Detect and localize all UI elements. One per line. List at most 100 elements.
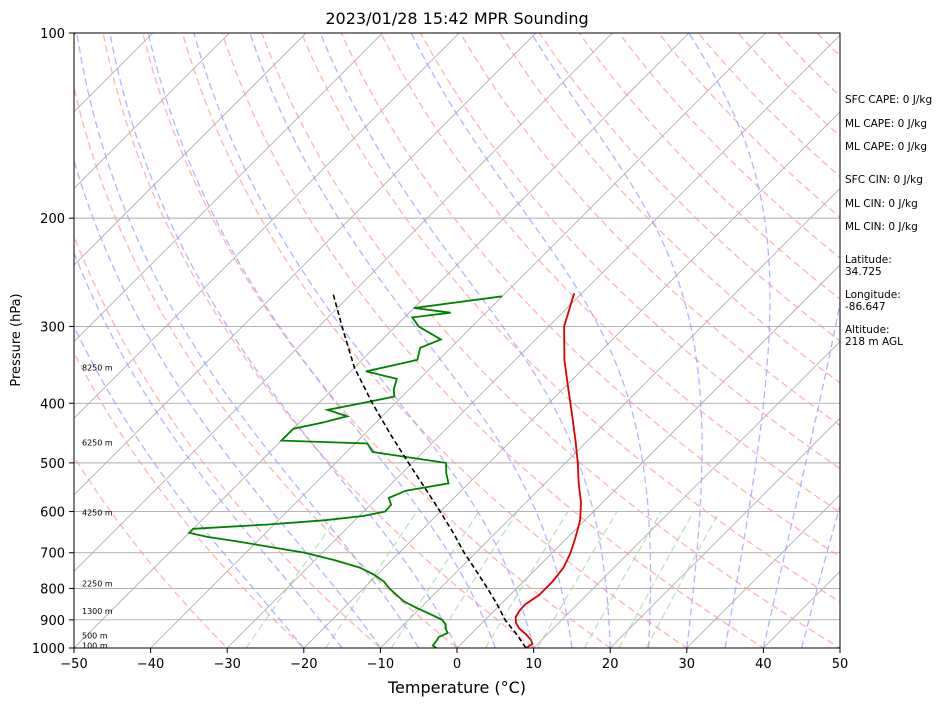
height-label: 6250 m — [82, 438, 113, 447]
x-tick-label: 40 — [755, 657, 772, 672]
isotherm-line — [74, 33, 460, 419]
mixing-ratio-line — [618, 511, 695, 648]
moist-adiabat-line — [319, 33, 611, 648]
height-label: 4250 m — [82, 508, 113, 517]
x-tick-label: −40 — [137, 657, 164, 672]
temperature-profile — [514, 293, 582, 648]
ml-cape-text: ML CAPE: 0 J/kg — [845, 118, 928, 130]
y-tick-label: 400 — [40, 397, 65, 412]
ml-cape-text-2: ML CAPE: 0 J/kg — [845, 141, 928, 153]
moist-adiabat-line — [193, 33, 535, 648]
altitude-text: Altitude: 218 m AGL — [845, 324, 903, 348]
y-tick-label: 1000 — [32, 642, 65, 657]
dry-adiabat-line — [142, 33, 612, 648]
dry-adiabat-line — [102, 33, 535, 648]
moist-adiabat-line — [801, 503, 840, 648]
sfc-cape-text: SFC CAPE: 0 J/kg — [845, 94, 933, 106]
mixing-ratio-line — [390, 511, 480, 648]
dry-adiabat-line — [300, 33, 840, 603]
latitude-text: Latitude: 34.725 — [845, 254, 892, 278]
dry-adiabat-line — [380, 33, 840, 514]
x-tick-label: −30 — [213, 657, 240, 672]
moist-adiabat-line — [688, 33, 771, 648]
height-label: 100 m — [82, 641, 108, 650]
y-tick-label: 600 — [40, 506, 65, 521]
moist-adiabat-line — [249, 33, 573, 648]
y-tick-label: 900 — [40, 614, 65, 629]
isotherm-line — [609, 417, 840, 648]
ml-cin-text-2: ML CIN: 0 J/kg — [845, 221, 918, 233]
isotherm-line — [74, 33, 613, 572]
moist-adiabat-line — [410, 33, 652, 648]
height-label: 2250 m — [82, 579, 113, 588]
mixing-ratio-line — [245, 511, 342, 648]
isotherm-line — [74, 33, 383, 343]
y-tick-label: 300 — [40, 320, 65, 335]
height-label: 500 m — [82, 632, 108, 641]
moist-adiabat-line — [74, 158, 381, 648]
mixing-ratio-line — [536, 511, 618, 648]
dry-adiabat-line — [538, 33, 840, 342]
dry-adiabat-line — [499, 33, 840, 384]
x-tick-label: 50 — [832, 657, 849, 672]
moist-adiabat-line — [762, 299, 840, 648]
moist-adiabat-line — [109, 33, 458, 648]
moist-adiabat-line — [76, 33, 420, 648]
longitude-text: Longitude: -86.647 — [845, 289, 901, 313]
isotherm-line — [74, 33, 230, 189]
x-tick-label: −20 — [290, 657, 317, 672]
moist-adiabat-line — [530, 33, 703, 648]
x-tick-label: −10 — [367, 657, 394, 672]
mixing-ratio-line — [325, 511, 418, 648]
x-tick-label: 10 — [525, 657, 542, 672]
isotherm-line — [686, 494, 840, 648]
y-axis-label: Pressure (hPa) — [9, 293, 24, 386]
isotherm-line — [150, 33, 766, 648]
plot-frame — [73, 32, 841, 649]
y-tick-label: 200 — [40, 212, 65, 227]
isotherm-line — [226, 34, 840, 648]
dry-adiabat-line — [74, 455, 229, 648]
y-tick-label: 700 — [40, 547, 65, 562]
parcel-profile — [332, 293, 527, 648]
mixing-ratio-line — [431, 511, 518, 648]
isotherm-line — [74, 33, 690, 648]
isotherm-line — [303, 111, 840, 648]
height-label: 1300 m — [82, 607, 113, 616]
mixing-ratio-line — [484, 511, 569, 648]
isotherm-line — [533, 341, 840, 648]
dry-adiabat-line — [419, 33, 840, 470]
dry-adiabat-line — [181, 33, 688, 648]
y-tick-label: 100 — [40, 27, 65, 42]
moist-adiabat-line — [74, 251, 343, 648]
chart-title: 2023/01/28 15:42 MPR Sounding — [325, 9, 588, 28]
isotherm-line — [380, 187, 840, 648]
mixing-ratio-line — [645, 511, 720, 648]
dry-adiabat-line — [74, 351, 305, 648]
sfc-cin-text: SFC CIN: 0 J/kg — [845, 174, 923, 186]
dry-adiabat-line — [74, 234, 382, 648]
dry-adiabat-line — [74, 84, 459, 648]
dewpoint-profile — [187, 295, 503, 648]
x-tick-label: −50 — [60, 657, 87, 672]
x-tick-label: 0 — [453, 657, 461, 672]
dry-adiabat-line — [221, 33, 765, 648]
x-tick-label: 20 — [602, 657, 619, 672]
moist-adiabat-line — [147, 33, 496, 648]
isotherm-line — [456, 264, 840, 648]
moist-adiabat-line — [74, 324, 305, 648]
dry-adiabat-line — [459, 33, 840, 427]
mixing-ratio-line — [583, 511, 662, 648]
x-axis-label: Temperature (°C) — [387, 678, 526, 697]
y-tick-label: 800 — [40, 582, 65, 597]
dry-adiabat-line — [578, 33, 840, 301]
dry-adiabat-line — [340, 33, 840, 558]
height-label: 8250 m — [82, 364, 113, 373]
isotherm-line — [74, 33, 537, 496]
dry-adiabat-line — [261, 33, 840, 648]
x-tick-label: 30 — [679, 657, 696, 672]
y-tick-label: 500 — [40, 457, 65, 472]
ml-cin-text: ML CIN: 0 J/kg — [845, 198, 918, 210]
isotherm-line — [74, 33, 307, 266]
